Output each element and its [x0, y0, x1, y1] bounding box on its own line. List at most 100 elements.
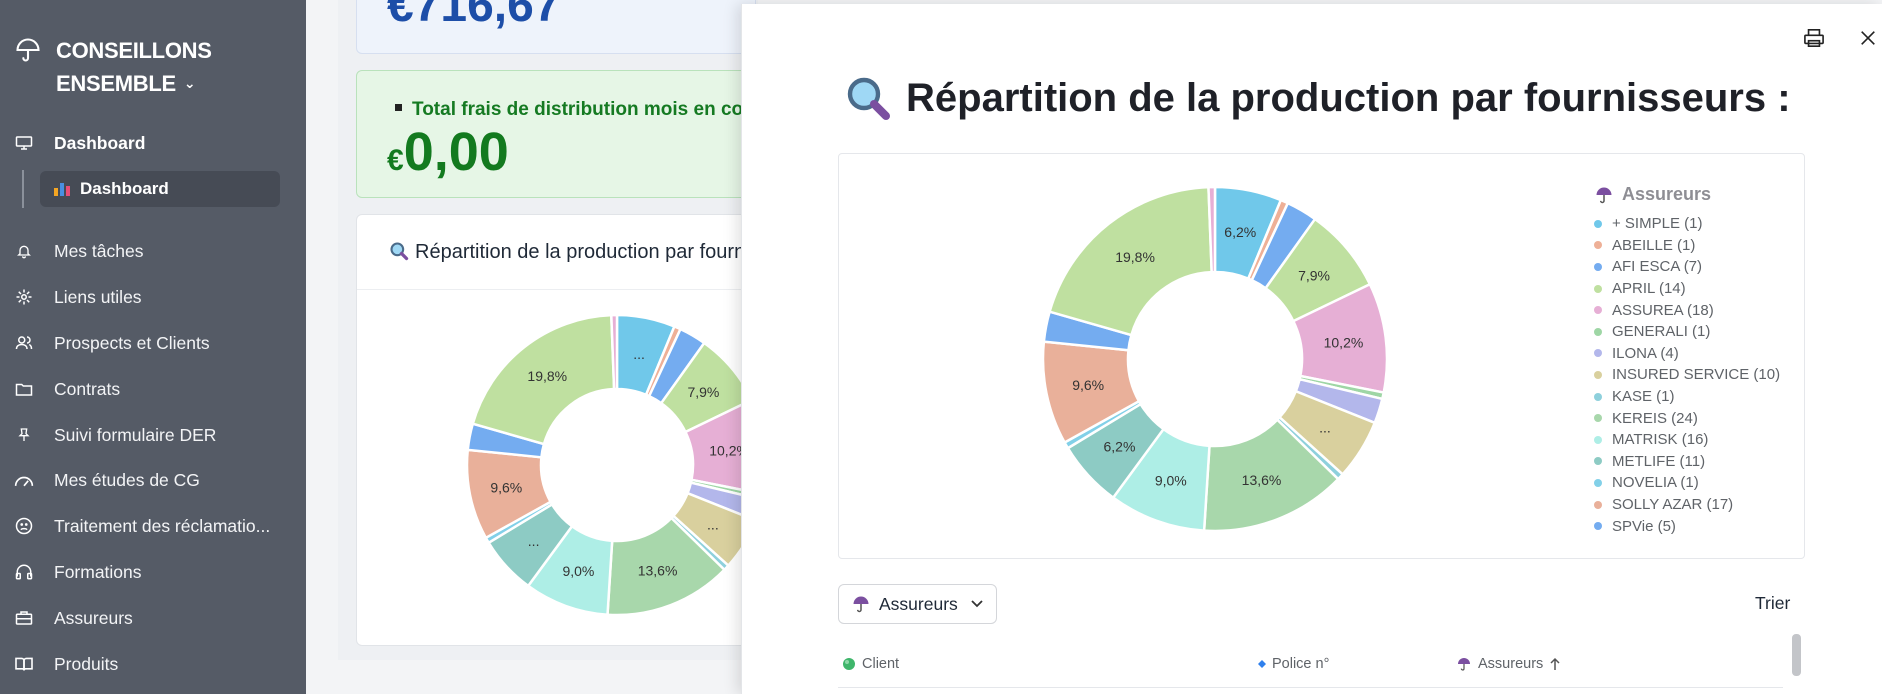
- sidebar-item-label: Formations: [54, 561, 142, 582]
- slice-label: 19,8%: [527, 368, 567, 384]
- legend-item[interactable]: + SIMPLE (1): [1594, 213, 1780, 235]
- slice-label: 13,6%: [638, 562, 678, 578]
- legend-item[interactable]: APRIL (14): [1594, 278, 1780, 300]
- sidebar-item-assureurs[interactable]: Assureurs: [14, 603, 133, 633]
- slice-label: 9,0%: [1155, 473, 1187, 489]
- dropdown-label: Assureurs: [879, 593, 958, 614]
- sidebar-item-prospects[interactable]: Prospects et Clients: [14, 328, 210, 358]
- legend-swatch: [1594, 435, 1602, 444]
- sidebar-item-label: Traitement des réclamatio...: [54, 515, 271, 536]
- sidebar-item-label: Mes tâches: [54, 240, 144, 261]
- donut-chart[interactable]: 6,2% 7,9% 10,2%... 13,6% 9,0% 6,2% 9,6% 19,8%: [839, 154, 1579, 558]
- legend-item[interactable]: ASSUREA (18): [1594, 299, 1780, 321]
- slice-label: ...: [528, 533, 540, 549]
- legend-label: APRIL (14): [1612, 280, 1686, 298]
- chart-container: 6,2% 7,9% 10,2%... 13,6% 9,0% 6,2% 9,6% 19,8% A…: [838, 153, 1805, 559]
- slice-label: 6,2%: [1104, 438, 1136, 454]
- brand-name: CONSEILLONS ENSEMBLE ⌄: [56, 34, 212, 100]
- sidebar-item-reclamations[interactable]: Traitement des réclamatio...: [14, 511, 270, 541]
- brand-name-line1: CONSEILLONS: [56, 38, 212, 63]
- detail-panel: Répartition de la production par fournis…: [741, 4, 1882, 694]
- legend-item[interactable]: METLIFE (11): [1594, 451, 1780, 473]
- chart-card-title: Répartition de la production par fournis…: [389, 241, 755, 264]
- legend-item[interactable]: SOLLY AZAR (17): [1594, 494, 1780, 516]
- legend-item[interactable]: NOVELIA (1): [1594, 472, 1780, 494]
- legend-swatch: [1594, 522, 1602, 531]
- sidebar-item-formations[interactable]: Formations: [14, 557, 142, 587]
- scrollbar-thumb[interactable]: [1792, 634, 1801, 676]
- donut-slice[interactable]: [683, 398, 756, 494]
- sort-button[interactable]: Trier: [1755, 593, 1791, 613]
- legend-swatch: [1594, 284, 1602, 293]
- magnifier-icon: [390, 242, 409, 261]
- sidebar-subitem-dashboard[interactable]: Dashboard: [40, 171, 280, 207]
- legend-swatch: [1594, 241, 1602, 250]
- slice-label: 7,9%: [1298, 267, 1330, 283]
- column-header-assureurs[interactable]: Assureurs: [1456, 656, 1561, 672]
- umbrella-icon: [853, 596, 869, 613]
- legend-item[interactable]: ABEILLE (1): [1594, 235, 1780, 257]
- users-icon: [14, 333, 34, 353]
- sidebar-item-contrats[interactable]: Contrats: [14, 374, 120, 404]
- legend-swatch: [1594, 457, 1602, 466]
- bar-chart-icon: [54, 182, 70, 196]
- legend-item[interactable]: GENERALI (1): [1594, 321, 1780, 343]
- legend-label: ABEILLE (1): [1612, 236, 1696, 254]
- donut-slice[interactable]: [1207, 185, 1217, 274]
- slice-label: 10,2%: [709, 443, 749, 459]
- close-icon: [1861, 31, 1875, 45]
- print-button[interactable]: [1802, 26, 1826, 50]
- distribution-card: Total frais de distribution mois en cour…: [356, 70, 756, 198]
- group-by-dropdown[interactable]: Assureurs: [838, 584, 997, 624]
- donut-slice[interactable]: [1048, 185, 1213, 337]
- column-header-police[interactable]: Police n°: [1258, 656, 1329, 672]
- donut-slice[interactable]: [610, 315, 619, 391]
- legend-label: + SIMPLE (1): [1612, 215, 1703, 233]
- sidebar-item-produits[interactable]: Produits: [14, 649, 118, 679]
- legend-label: KEREIS (24): [1612, 409, 1698, 427]
- link-icon: [14, 287, 34, 307]
- legend-label: NOVELIA (1): [1612, 474, 1699, 492]
- legend-item[interactable]: AFI ESCA (7): [1594, 256, 1780, 278]
- sidebar-item-etudes[interactable]: Mes études de CG: [14, 465, 200, 495]
- slice-label: 13,6%: [1242, 472, 1282, 488]
- diamond-icon: [1258, 660, 1266, 668]
- book-icon: [14, 654, 34, 674]
- legend-item[interactable]: KASE (1): [1594, 386, 1780, 408]
- chevron-down-icon: ⌄: [183, 75, 196, 91]
- legend-item[interactable]: KEREIS (24): [1594, 407, 1780, 429]
- legend-label: INSURED SERVICE (10): [1612, 366, 1781, 384]
- briefcase-icon: [14, 608, 34, 628]
- sort-ascending-icon: [1550, 657, 1560, 670]
- legend-item[interactable]: MATRISK (16): [1594, 429, 1780, 451]
- legend-item[interactable]: INSURED SERVICE (10): [1594, 364, 1780, 386]
- donut-slice[interactable]: [471, 315, 616, 446]
- chevron-down-icon: [971, 600, 983, 608]
- umbrella-icon: [1458, 658, 1470, 671]
- legend-label: SOLLY AZAR (17): [1612, 496, 1734, 514]
- printer-icon: [1804, 29, 1824, 47]
- sub-nav-line: [22, 170, 24, 208]
- divider: [357, 289, 755, 290]
- column-header-client[interactable]: Client: [842, 656, 899, 672]
- legend-item[interactable]: ILONA (4): [1594, 343, 1780, 365]
- legend-item[interactable]: SPVie (5): [1594, 515, 1780, 537]
- sidebar-item-label: Liens utiles: [54, 286, 142, 307]
- legend-label: METLIFE (11): [1612, 452, 1706, 470]
- sidebar-item-der[interactable]: Suivi formulaire DER: [14, 420, 216, 450]
- globe-icon: [843, 658, 855, 670]
- brand[interactable]: CONSEILLONS ENSEMBLE ⌄: [14, 34, 212, 100]
- umbrella-icon: [16, 38, 40, 62]
- sidebar-item-label: Produits: [54, 653, 119, 674]
- slice-label: 19,8%: [1115, 249, 1155, 265]
- sidebar-item-taches[interactable]: Mes tâches: [14, 236, 143, 266]
- legend-swatch: [1594, 370, 1602, 379]
- legend-label: MATRISK (16): [1612, 431, 1709, 449]
- sidebar-item-liens[interactable]: Liens utiles: [14, 282, 142, 312]
- chart-card[interactable]: Répartition de la production par fournis…: [356, 214, 756, 646]
- close-button[interactable]: [1856, 26, 1880, 50]
- sidebar-item-dashboard[interactable]: Dashboard: [14, 128, 145, 158]
- legend-swatch: [1594, 262, 1602, 271]
- bullet-icon: [395, 104, 402, 111]
- legend-title: Assureurs: [1594, 184, 1780, 205]
